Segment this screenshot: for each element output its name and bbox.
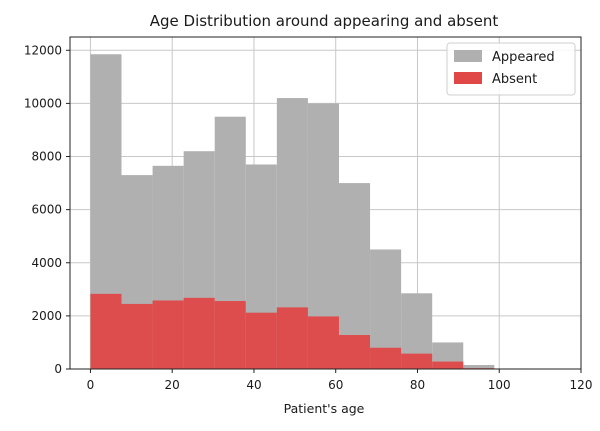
bar-absent-10 xyxy=(401,353,433,369)
bar-absent-5 xyxy=(245,312,277,369)
y-tick-label-0: 0 xyxy=(54,362,62,376)
y-tick-label-1: 2000 xyxy=(31,309,62,323)
legend-label-appeared: Appeared xyxy=(492,50,555,65)
legend-label-absent: Absent xyxy=(492,72,537,87)
bar-absent-2 xyxy=(152,300,184,369)
y-tick-label-2: 4000 xyxy=(31,256,62,270)
bar-absent-8 xyxy=(338,335,371,369)
x-tick-label-2: 40 xyxy=(246,378,261,392)
plot-frame xyxy=(69,36,582,370)
y-axis-ticks: 0 2000 4000 6000 8000 10000 12000 xyxy=(24,43,70,376)
bar-absent-1 xyxy=(121,303,153,369)
x-tick-label-4: 80 xyxy=(410,378,425,392)
legend-swatch-absent xyxy=(454,72,482,84)
bar-absent-4 xyxy=(214,301,246,369)
legend: Appeared Absent xyxy=(446,42,576,96)
x-tick-label-6: 120 xyxy=(570,378,593,392)
bar-absent-3 xyxy=(183,297,215,369)
bar-absent-11 xyxy=(432,361,464,369)
legend-swatch-appeared xyxy=(454,50,482,62)
bar-appeared-12 xyxy=(463,365,495,369)
chart-title: Age Distribution around appearing and ab… xyxy=(150,12,499,30)
bar-absent-0 xyxy=(90,293,122,369)
y-tick-label-3: 6000 xyxy=(31,203,62,217)
x-tick-label-3: 60 xyxy=(328,378,343,392)
x-axis-ticks: 0 20 40 60 80 100 120 xyxy=(87,369,593,392)
x-tick-label-0: 0 xyxy=(87,378,95,392)
bar-absent-9 xyxy=(370,347,402,369)
y-tick-label-5: 10000 xyxy=(24,96,62,110)
x-axis-label: Patient's age xyxy=(284,401,365,416)
y-tick-label-6: 12000 xyxy=(24,43,62,57)
bar-absent-6 xyxy=(276,307,308,369)
x-tick-label-5: 100 xyxy=(488,378,511,392)
histogram-bars xyxy=(90,54,557,370)
x-tick-label-1: 20 xyxy=(165,378,180,392)
bar-absent-7 xyxy=(307,316,339,369)
y-tick-label-4: 8000 xyxy=(31,150,62,164)
